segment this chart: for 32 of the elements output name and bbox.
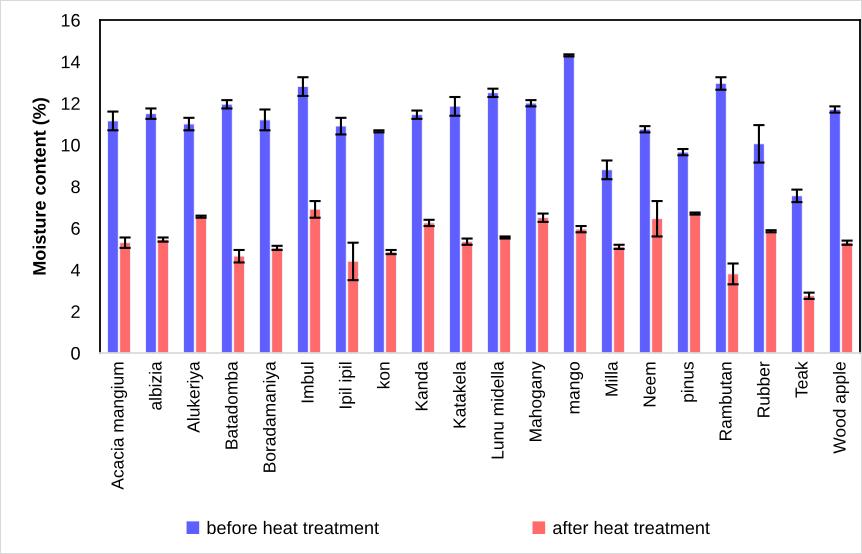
x-tick-label: Milla (604, 361, 618, 396)
x-tick-label: mango (570, 362, 584, 414)
y-tick-label: 10 (62, 138, 80, 152)
x-tick-label: Ipil ipil (338, 362, 356, 408)
y-tick-label: 2 (71, 305, 80, 318)
x-tick-label: Alukeriya (186, 361, 204, 433)
y-tick-label: 8 (71, 180, 80, 194)
y-tick-label: 12 (62, 97, 80, 110)
x-tick-label: Kanda (414, 361, 428, 410)
x-tick-label: Lunu midella (490, 361, 504, 458)
x-tick-label: Neem (644, 362, 656, 406)
y-axis-title: Moisture content (%) (32, 98, 50, 275)
x-tick-label: Acacia mangium (110, 362, 128, 490)
x-tick-label: pinus (680, 362, 698, 402)
x-tick-label: Rambutan (718, 362, 732, 440)
x-tick-label: Mahogany (528, 361, 546, 441)
x-tick-label: Wood apple (832, 362, 850, 454)
y-tick-label: 16 (62, 14, 80, 27)
x-tick-label: Rubber (756, 362, 770, 417)
x-tick-label: Imbul (300, 362, 314, 402)
x-tick-label: kon (376, 362, 390, 388)
y-tick-label: 4 (70, 264, 80, 276)
x-tick-label: Boradamaniya (262, 361, 280, 472)
x-tick-label: Batadomba (224, 361, 238, 449)
y-tick-label: 0 (71, 346, 80, 360)
legend-label: before heat treatment (208, 520, 379, 534)
legend-label: after heat treatment (553, 520, 710, 534)
y-tick-label: 14 (62, 56, 80, 68)
x-tick-label: Teak (794, 361, 808, 398)
y-tick-label: 6 (71, 222, 80, 235)
x-tick-label: Katakela (452, 361, 466, 428)
x-tick-label: albizia (148, 361, 162, 410)
